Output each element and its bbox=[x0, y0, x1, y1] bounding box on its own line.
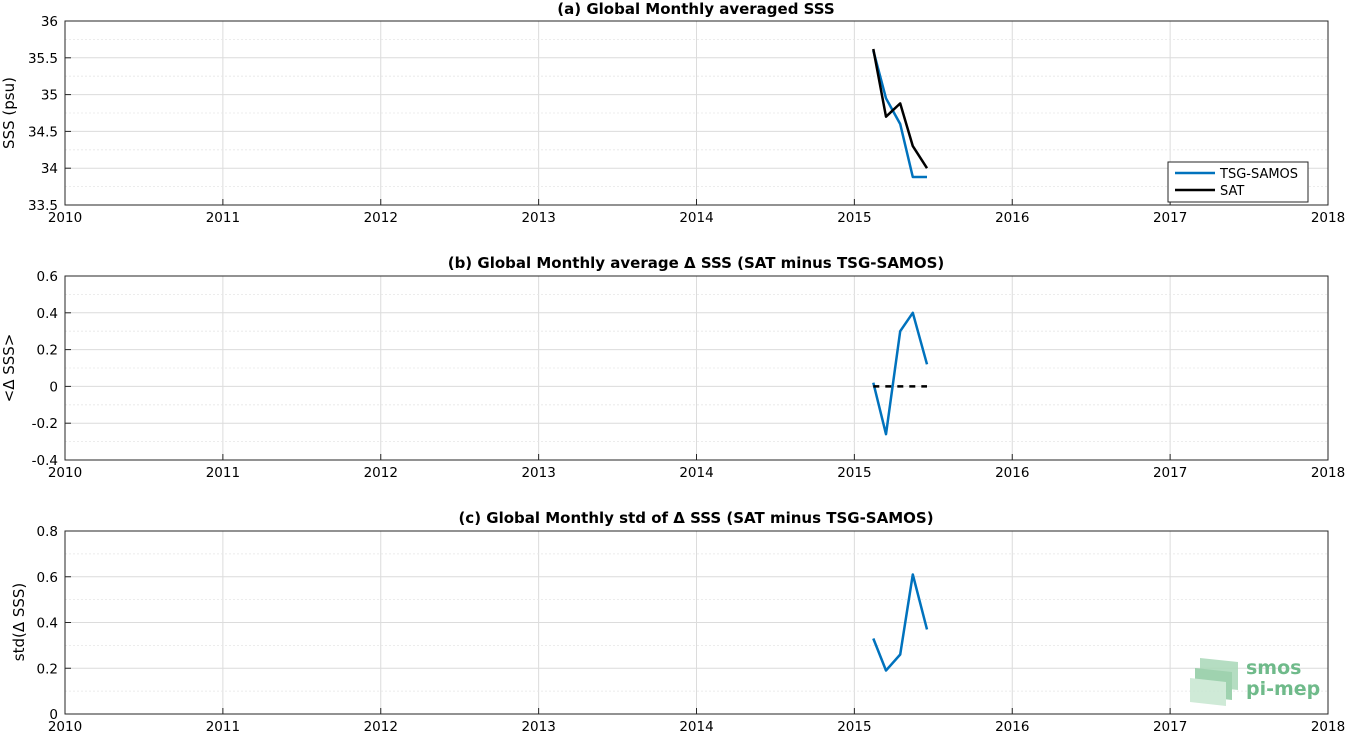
y-tick-label: 35.5 bbox=[28, 51, 58, 67]
grid bbox=[65, 276, 1328, 460]
ticks: 2010 2011 2012 2013 2014 2015 2016 2017 2018 0 0.2… bbox=[37, 524, 1346, 735]
y-tick-label: 34 bbox=[41, 161, 58, 177]
panel-title: (a) Global Monthly averaged SSS bbox=[557, 0, 834, 18]
y-axis-label: SSS (psu) bbox=[0, 77, 18, 149]
x-tick-label: 2011 bbox=[206, 210, 240, 226]
x-tick-label: 2016 bbox=[995, 719, 1029, 735]
legend: TSG-SAMOS SAT bbox=[1167, 161, 1309, 203]
x-tick-label: 2010 bbox=[48, 210, 82, 226]
y-tick-label: 0.6 bbox=[37, 269, 58, 285]
logo-text-smos: smos bbox=[1246, 657, 1301, 679]
x-tick-label: 2017 bbox=[1153, 719, 1187, 735]
series-line-0 bbox=[872, 573, 929, 672]
y-tick-label: -0.4 bbox=[32, 453, 58, 469]
y-tick-label: 0.6 bbox=[37, 570, 58, 586]
x-tick-label: 2013 bbox=[521, 210, 555, 226]
x-tick-label: 2016 bbox=[995, 210, 1029, 226]
x-tick-label: 2011 bbox=[206, 719, 240, 735]
y-tick-label: 36 bbox=[41, 14, 58, 30]
y-tick-label: 0.4 bbox=[37, 306, 58, 322]
ticks: 2010 2011 2012 2013 2014 2015 2016 2017 2018 33.5… bbox=[28, 14, 1345, 226]
series-lines bbox=[872, 48, 929, 179]
x-tick-label: 2015 bbox=[837, 210, 871, 226]
legend-label-sat: SAT bbox=[1220, 184, 1244, 199]
panel-b: 2010 2011 2012 2013 2014 2015 2016 2017 2018 -0.4… bbox=[0, 254, 1345, 481]
x-tick-label: 2018 bbox=[1311, 465, 1345, 481]
x-tick-label: 2018 bbox=[1311, 210, 1345, 226]
smos-pi-mep-logo: smos pi-mep bbox=[1190, 657, 1320, 706]
panel-c: 2010 2011 2012 2013 2014 2015 2016 2017 2018 0 0.2… bbox=[10, 509, 1345, 735]
x-tick-label: 2017 bbox=[1153, 210, 1187, 226]
x-tick-label: 2012 bbox=[364, 719, 398, 735]
y-tick-label: 0 bbox=[49, 379, 58, 395]
y-tick-label: 35 bbox=[41, 88, 58, 104]
x-tick-label: 2013 bbox=[521, 465, 555, 481]
y-tick-label: 0 bbox=[49, 707, 58, 723]
logo-text-pi-mep: pi-mep bbox=[1246, 678, 1320, 700]
y-tick-label: 34.5 bbox=[28, 124, 58, 140]
y-tick-label: 0.2 bbox=[37, 343, 58, 359]
x-tick-label: 2016 bbox=[995, 465, 1029, 481]
y-tick-label: 33.5 bbox=[28, 198, 58, 214]
series-line-sat bbox=[872, 48, 929, 169]
x-tick-label: 2013 bbox=[521, 719, 555, 735]
x-tick-label: 2011 bbox=[206, 465, 240, 481]
x-tick-label: 2014 bbox=[679, 210, 713, 226]
series-lines bbox=[872, 573, 929, 672]
x-tick-label: 2014 bbox=[679, 465, 713, 481]
y-tick-label: -0.2 bbox=[32, 416, 58, 432]
logo-mark-icon bbox=[1190, 658, 1238, 706]
y-tick-label: 0.2 bbox=[37, 661, 58, 677]
panel-title: (c) Global Monthly std of Δ SSS (SAT min… bbox=[458, 509, 933, 527]
x-tick-label: 2017 bbox=[1153, 465, 1187, 481]
panel-a: 2010 2011 2012 2013 2014 2015 2016 2017 2018 33.5… bbox=[0, 0, 1345, 226]
series-line-0 bbox=[872, 311, 929, 436]
ticks: 2010 2011 2012 2013 2014 2015 2016 2017 2018 -0.4… bbox=[32, 269, 1346, 481]
x-tick-label: 2014 bbox=[679, 719, 713, 735]
x-tick-label: 2018 bbox=[1311, 719, 1345, 735]
legend-box bbox=[1167, 161, 1309, 203]
x-tick-label: 2012 bbox=[364, 465, 398, 481]
x-tick-label: 2015 bbox=[837, 719, 871, 735]
y-axis-label: <Δ SSS> bbox=[0, 334, 18, 403]
y-tick-label: 0.4 bbox=[37, 616, 58, 632]
series-lines bbox=[872, 311, 929, 436]
panel-title: (b) Global Monthly average Δ SSS (SAT mi… bbox=[448, 254, 945, 272]
y-axis-label: std(Δ SSS) bbox=[10, 583, 28, 662]
x-tick-label: 2012 bbox=[364, 210, 398, 226]
y-tick-label: 0.8 bbox=[37, 524, 58, 540]
x-tick-label: 2010 bbox=[48, 719, 82, 735]
series-line-tsg-samos bbox=[872, 50, 927, 179]
legend-label-tsg-samos: TSG-SAMOS bbox=[1219, 167, 1298, 182]
x-tick-label: 2010 bbox=[48, 465, 82, 481]
x-tick-label: 2015 bbox=[837, 465, 871, 481]
grid bbox=[65, 531, 1328, 714]
grid bbox=[65, 21, 1328, 205]
